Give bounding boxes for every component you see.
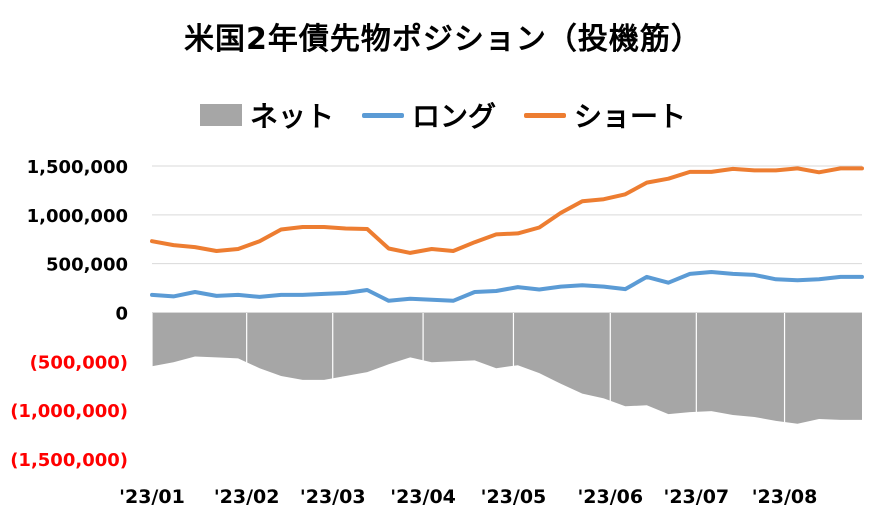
x-tick-label: '23/01 xyxy=(119,486,185,508)
y-tick-label: 1,000,000 xyxy=(27,206,128,227)
legend-swatch-long xyxy=(361,112,404,118)
x-tick-label: '23/08 xyxy=(752,486,818,508)
x-tick-label: '23/02 xyxy=(214,486,280,508)
series-short-line xyxy=(150,166,864,255)
legend-swatch-short xyxy=(524,112,566,118)
legend-item-net: ネット xyxy=(199,95,334,135)
legend: ネット ロング ショート xyxy=(0,95,886,135)
legend-item-long: ロング xyxy=(361,95,496,135)
y-tick-label: 0 xyxy=(115,304,128,325)
legend-swatch-net xyxy=(199,104,242,126)
y-tick-label: (500,000) xyxy=(30,352,128,373)
legend-label-long: ロング xyxy=(411,100,496,133)
x-tick-label: '23/05 xyxy=(481,486,547,508)
x-tick-label: '23/03 xyxy=(300,486,366,508)
x-tick-label: '23/04 xyxy=(390,486,456,508)
x-tick-label: '23/06 xyxy=(577,486,643,508)
legend-label-short: ショート xyxy=(574,100,687,133)
y-tick-label: 1,500,000 xyxy=(27,157,128,178)
series-net-area xyxy=(152,312,862,424)
legend-item-short: ショート xyxy=(524,95,686,135)
chart-title: 米国2年債先物ポジション（投機筋） xyxy=(184,22,702,57)
x-tick-label: '23/07 xyxy=(664,486,730,508)
y-tick-label: (1,000,000) xyxy=(10,401,128,422)
legend-label-net: ネット xyxy=(249,100,334,133)
y-tick-label: 500,000 xyxy=(46,255,128,276)
series-long-line xyxy=(150,270,864,303)
y-tick-label: (1,500,000) xyxy=(10,450,128,471)
